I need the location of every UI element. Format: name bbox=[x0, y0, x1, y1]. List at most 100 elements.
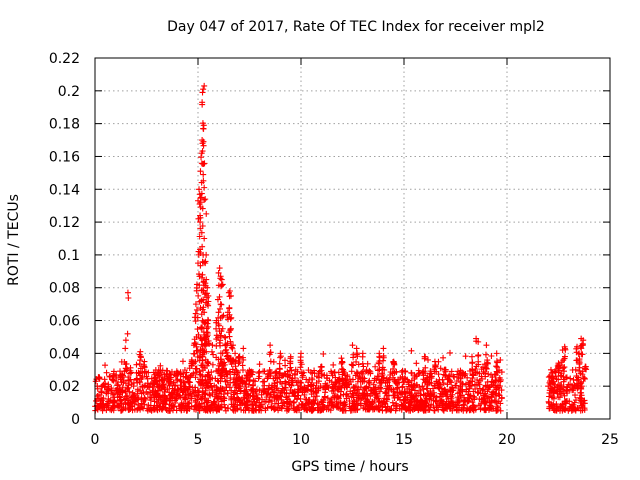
data-point bbox=[337, 400, 344, 407]
data-point bbox=[408, 347, 415, 354]
data-point bbox=[144, 375, 151, 382]
data-point bbox=[201, 309, 208, 316]
data-point bbox=[423, 400, 430, 407]
data-point bbox=[469, 360, 476, 367]
data-point bbox=[150, 406, 157, 413]
data-point bbox=[569, 366, 576, 373]
data-point bbox=[561, 392, 568, 399]
data-point bbox=[375, 376, 382, 383]
data-point bbox=[177, 377, 184, 384]
data-point bbox=[283, 394, 290, 401]
data-point bbox=[226, 384, 233, 391]
data-point bbox=[217, 396, 224, 403]
data-point bbox=[243, 372, 250, 379]
data-point bbox=[224, 309, 231, 316]
data-point bbox=[454, 406, 461, 413]
data-point bbox=[562, 374, 569, 381]
data-point bbox=[232, 357, 239, 364]
data-point bbox=[555, 360, 562, 367]
data-point bbox=[380, 352, 387, 359]
data-point bbox=[577, 378, 584, 385]
data-point bbox=[193, 365, 200, 372]
data-point bbox=[561, 406, 568, 413]
data-point bbox=[392, 407, 399, 414]
data-point bbox=[202, 280, 209, 287]
data-point bbox=[139, 384, 146, 391]
data-point bbox=[282, 384, 289, 391]
data-point bbox=[199, 89, 206, 96]
data-point bbox=[320, 396, 327, 403]
data-point bbox=[229, 345, 236, 352]
data-point bbox=[96, 375, 103, 382]
data-point bbox=[186, 379, 193, 386]
data-point bbox=[572, 406, 579, 413]
data-point bbox=[433, 394, 440, 401]
data-point bbox=[238, 406, 245, 413]
data-point bbox=[431, 382, 438, 389]
data-point bbox=[239, 400, 246, 407]
data-point bbox=[277, 350, 284, 357]
data-point bbox=[332, 374, 339, 381]
data-point bbox=[199, 385, 206, 392]
data-point bbox=[475, 352, 482, 359]
data-point bbox=[194, 314, 201, 321]
data-point bbox=[267, 358, 274, 365]
data-point bbox=[354, 406, 361, 413]
data-point bbox=[254, 395, 261, 402]
data-point bbox=[199, 205, 206, 212]
data-point bbox=[340, 407, 347, 414]
data-point bbox=[297, 379, 304, 386]
data-point bbox=[181, 394, 188, 401]
data-point bbox=[292, 393, 299, 400]
data-point bbox=[193, 343, 200, 350]
data-point bbox=[205, 360, 212, 367]
data-point bbox=[575, 384, 582, 391]
data-point bbox=[446, 349, 453, 356]
data-point bbox=[192, 310, 199, 317]
data-point bbox=[117, 368, 124, 375]
data-point bbox=[238, 377, 245, 384]
data-point bbox=[456, 402, 463, 409]
data-point bbox=[488, 371, 495, 378]
data-point bbox=[475, 389, 482, 396]
data-point bbox=[567, 381, 574, 388]
data-point bbox=[366, 380, 373, 387]
data-point bbox=[486, 398, 493, 405]
data-point bbox=[484, 378, 491, 385]
data-point bbox=[417, 396, 424, 403]
data-point bbox=[399, 384, 406, 391]
data-point bbox=[152, 374, 159, 381]
data-point bbox=[399, 367, 406, 374]
data-point bbox=[202, 390, 209, 397]
data-point bbox=[199, 287, 206, 294]
y-tick-label: 0.14 bbox=[49, 182, 80, 198]
data-point bbox=[288, 367, 295, 374]
data-point bbox=[445, 376, 452, 383]
data-point bbox=[363, 366, 370, 373]
data-point bbox=[202, 260, 209, 267]
data-point bbox=[249, 371, 256, 378]
data-point bbox=[390, 365, 397, 372]
data-point bbox=[141, 369, 148, 376]
data-point bbox=[440, 406, 447, 413]
plot-frame bbox=[94, 57, 611, 420]
data-point bbox=[103, 369, 110, 376]
data-point bbox=[398, 401, 405, 408]
data-point bbox=[199, 120, 206, 127]
data-point bbox=[193, 306, 200, 313]
data-point bbox=[395, 376, 402, 383]
data-point bbox=[466, 383, 473, 390]
data-point bbox=[380, 377, 387, 384]
data-point bbox=[424, 390, 431, 397]
data-point bbox=[408, 400, 415, 407]
data-point bbox=[234, 380, 241, 387]
data-point bbox=[436, 401, 443, 408]
data-point bbox=[215, 402, 222, 409]
data-point bbox=[213, 325, 220, 332]
data-point bbox=[576, 364, 583, 371]
data-point bbox=[124, 330, 131, 337]
data-point bbox=[140, 397, 147, 404]
data-point bbox=[339, 358, 346, 365]
data-point bbox=[563, 387, 570, 394]
data-point bbox=[114, 382, 121, 389]
